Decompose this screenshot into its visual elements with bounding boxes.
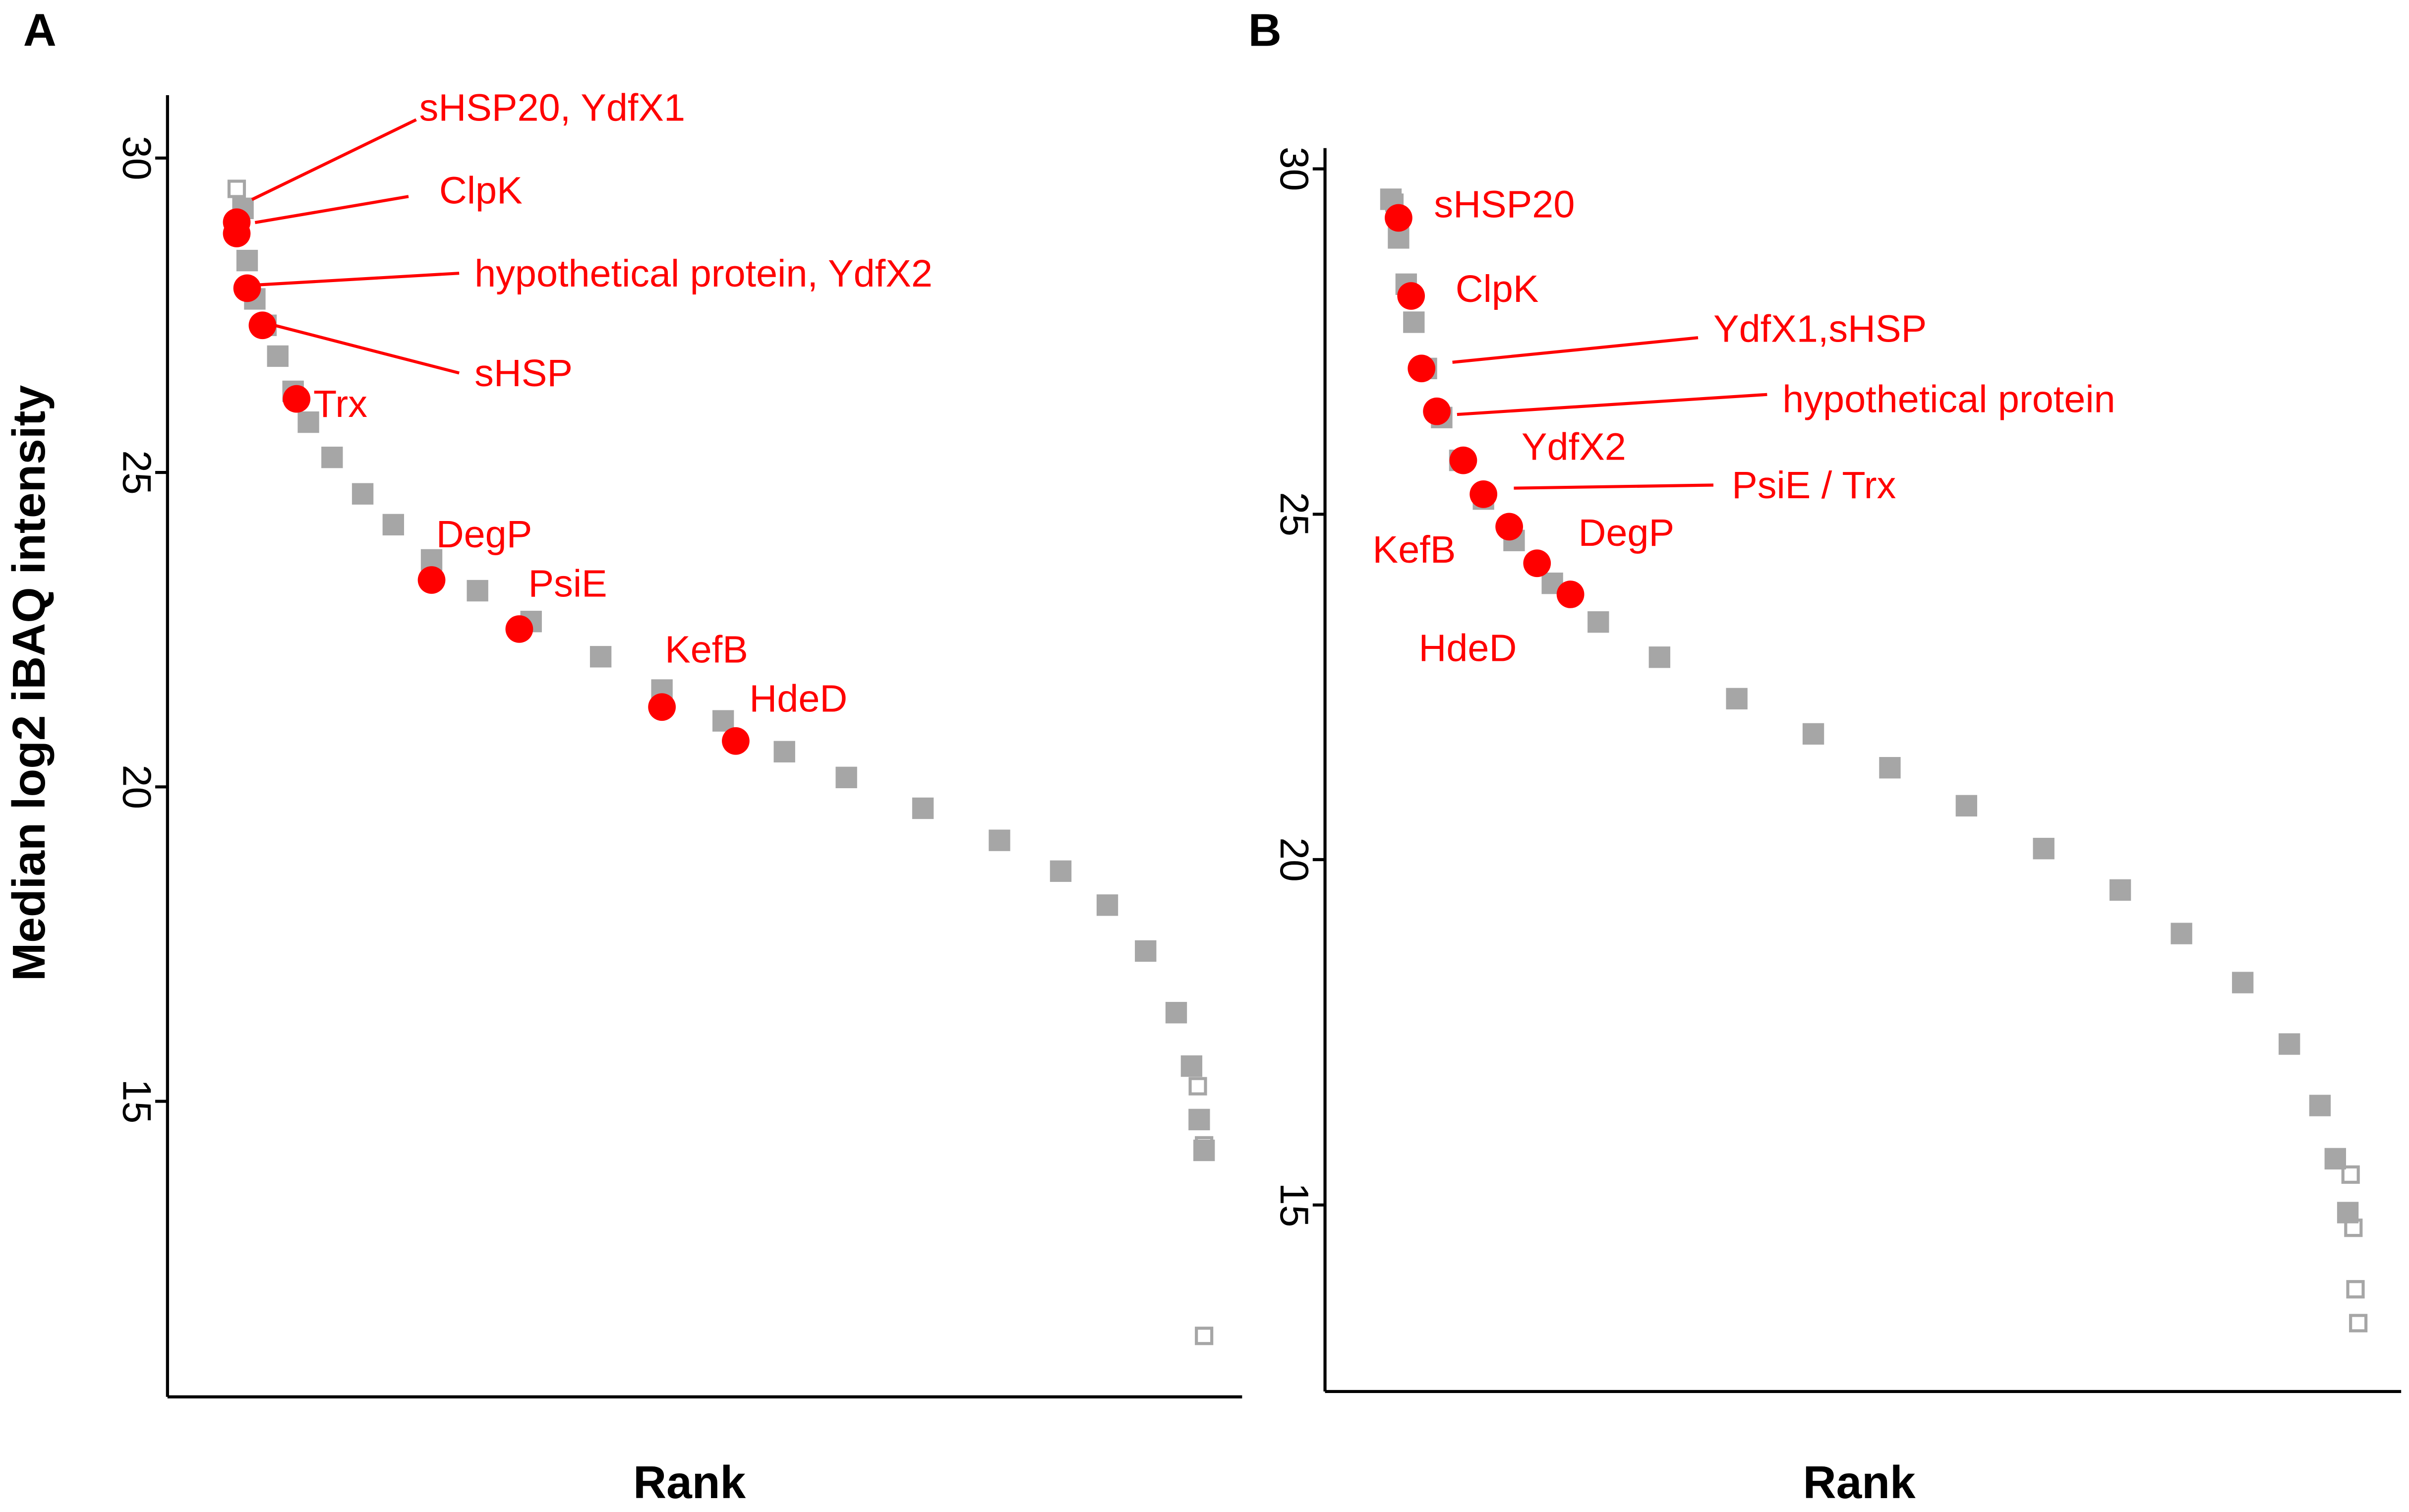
- point: [773, 741, 795, 762]
- point: [722, 727, 750, 755]
- point: [1385, 204, 1412, 232]
- leader-line: [247, 272, 460, 288]
- point-label: DegP: [436, 513, 532, 556]
- point: [467, 580, 488, 602]
- point: [236, 249, 258, 272]
- point: [1397, 282, 1425, 310]
- point: [2033, 838, 2055, 860]
- point: [989, 829, 1010, 851]
- point: [1180, 1055, 1203, 1077]
- point: [589, 646, 612, 668]
- y-tick-label: 15: [114, 1079, 159, 1124]
- point: [382, 514, 404, 536]
- point: [712, 710, 734, 732]
- point: [1879, 757, 1901, 779]
- point-label: sHSP: [474, 352, 573, 395]
- point: [505, 615, 533, 643]
- point-label: DegP: [1578, 512, 1674, 554]
- point-label: ClpK: [439, 170, 523, 212]
- point: [1423, 397, 1451, 425]
- point-label: PsiE: [529, 562, 607, 605]
- point: [1469, 480, 1498, 508]
- point-label: hypothetical protein, YdfX2: [474, 252, 933, 295]
- point-label: HdeD: [749, 678, 847, 720]
- y-tick-label: 15: [1272, 1183, 1316, 1227]
- outlier-point: [1195, 1136, 1214, 1155]
- point-label: KefB: [665, 628, 748, 671]
- point: [1135, 940, 1157, 962]
- y-tick-label: 25: [114, 450, 159, 495]
- point-label: sHSP20, YdfX1: [419, 86, 685, 129]
- point: [912, 797, 934, 819]
- point: [2279, 1033, 2300, 1055]
- point: [233, 274, 261, 302]
- point-label: ClpK: [1456, 268, 1539, 310]
- point-label: sHSP20: [1434, 183, 1575, 226]
- point: [1408, 354, 1436, 383]
- leader-line: [1457, 393, 1767, 416]
- point: [248, 311, 277, 340]
- leader-line: [1452, 336, 1699, 364]
- point: [297, 411, 319, 433]
- point-label: YdfX1,sHSP: [1713, 307, 1927, 350]
- outlier-point: [1195, 1327, 1214, 1345]
- point: [417, 566, 446, 594]
- y-tick-label: 30: [1272, 147, 1316, 191]
- point: [352, 483, 374, 505]
- outlier-point: [2349, 1314, 2368, 1333]
- point: [1449, 446, 1477, 474]
- point: [1587, 611, 1609, 633]
- outlier-point: [2344, 1219, 2363, 1237]
- outlier-point: [2341, 1165, 2360, 1184]
- point-label: Trx: [313, 383, 367, 425]
- point-label: KefB: [1373, 528, 1456, 571]
- y-tick-label: 25: [1272, 492, 1316, 537]
- point: [321, 446, 343, 468]
- point: [1523, 549, 1551, 578]
- x-axis-label: Rank: [1803, 1456, 1916, 1508]
- point: [1802, 723, 1824, 745]
- point-label: hypothetical protein: [1782, 378, 2115, 421]
- leader-line: [254, 195, 409, 225]
- leader-line: [251, 118, 417, 201]
- point: [223, 220, 251, 247]
- panel-letter: A: [23, 4, 57, 56]
- y-axis-label: Median log2 iBAQ intensity: [3, 385, 55, 981]
- point: [1495, 513, 1523, 541]
- point: [2232, 972, 2254, 993]
- point-label: YdfX2: [1522, 426, 1626, 468]
- point: [835, 766, 857, 788]
- outlier-point: [227, 179, 246, 198]
- point: [2171, 923, 2192, 944]
- point: [283, 385, 311, 413]
- y-tick-label: 30: [114, 136, 159, 180]
- point: [1556, 581, 1585, 608]
- leader-line: [274, 324, 460, 375]
- point-label: HdeD: [1418, 627, 1517, 669]
- outlier-point: [1188, 1077, 1207, 1096]
- point: [648, 693, 676, 721]
- point: [1188, 1108, 1210, 1131]
- point: [1165, 1002, 1187, 1024]
- point: [2109, 879, 2131, 901]
- point: [1955, 795, 1978, 817]
- point: [1403, 311, 1425, 333]
- point-label: PsiE / Trx: [1732, 464, 1896, 507]
- x-axis-label: Rank: [633, 1456, 746, 1508]
- point: [1050, 860, 1072, 882]
- leader-line: [1514, 483, 1714, 490]
- y-tick-label: 20: [1272, 837, 1316, 882]
- panel-letter: B: [1248, 4, 1282, 56]
- outlier-point: [2346, 1280, 2365, 1299]
- point: [2309, 1095, 2331, 1116]
- point: [1648, 646, 1670, 668]
- y-tick-label: 20: [114, 765, 159, 810]
- point: [1726, 688, 1748, 710]
- point: [1096, 894, 1118, 916]
- point: [267, 345, 289, 367]
